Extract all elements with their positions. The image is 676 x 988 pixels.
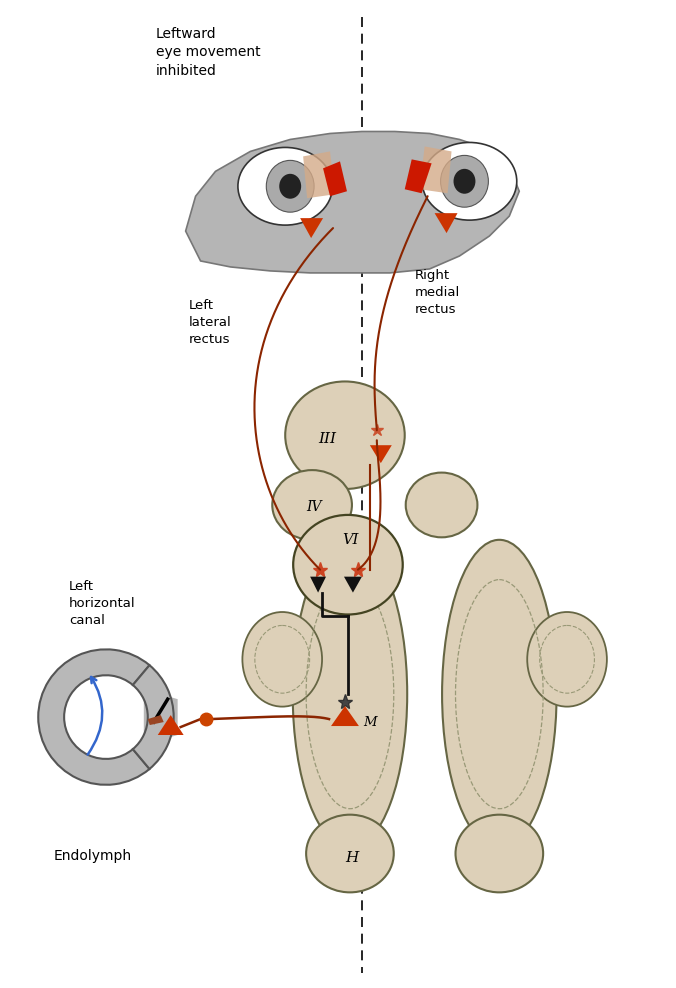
Ellipse shape xyxy=(456,815,543,892)
Text: IV: IV xyxy=(306,500,322,514)
Polygon shape xyxy=(148,715,164,725)
Polygon shape xyxy=(158,715,184,735)
Polygon shape xyxy=(323,161,347,197)
Ellipse shape xyxy=(279,174,301,199)
Ellipse shape xyxy=(422,142,516,220)
Polygon shape xyxy=(300,218,323,238)
Polygon shape xyxy=(420,146,452,194)
Polygon shape xyxy=(405,159,431,194)
Ellipse shape xyxy=(285,381,405,489)
Ellipse shape xyxy=(406,472,477,537)
Ellipse shape xyxy=(527,612,607,706)
Ellipse shape xyxy=(442,539,556,849)
Polygon shape xyxy=(303,151,335,199)
Text: Endolymph: Endolymph xyxy=(53,849,131,863)
Text: VI: VI xyxy=(342,533,358,546)
Ellipse shape xyxy=(293,515,403,615)
Wedge shape xyxy=(133,665,174,769)
Text: M: M xyxy=(363,715,377,728)
Polygon shape xyxy=(310,577,326,593)
Ellipse shape xyxy=(272,470,352,539)
Ellipse shape xyxy=(441,155,488,207)
Polygon shape xyxy=(344,577,362,593)
Ellipse shape xyxy=(454,169,475,194)
Polygon shape xyxy=(370,446,392,463)
Ellipse shape xyxy=(293,539,407,849)
Text: Left
horizontal
canal: Left horizontal canal xyxy=(69,580,136,626)
Text: Left
lateral
rectus: Left lateral rectus xyxy=(189,298,231,346)
Polygon shape xyxy=(331,706,359,726)
Ellipse shape xyxy=(306,815,393,892)
Ellipse shape xyxy=(243,612,322,706)
Text: Leftward
eye movement
inhibited: Leftward eye movement inhibited xyxy=(155,27,260,78)
Ellipse shape xyxy=(266,160,314,212)
Polygon shape xyxy=(144,690,178,745)
Polygon shape xyxy=(186,131,519,273)
Text: H: H xyxy=(345,851,358,864)
Text: Right
medial
rectus: Right medial rectus xyxy=(414,269,460,316)
Polygon shape xyxy=(435,213,458,233)
Wedge shape xyxy=(39,649,149,784)
Ellipse shape xyxy=(238,147,333,225)
Text: III: III xyxy=(318,432,336,447)
